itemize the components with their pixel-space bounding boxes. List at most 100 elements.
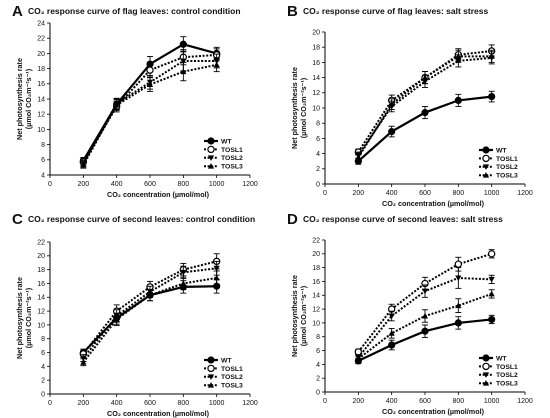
x-tick-label: 0 (323, 190, 327, 197)
legend-label: TOSL2 (221, 374, 243, 381)
y-tick-label: 4 (316, 151, 320, 158)
data-point (180, 280, 187, 286)
y-tick-label: 20 (37, 253, 45, 260)
y-tick-label: 16 (37, 81, 45, 88)
panel-c: C CO₂ response curve of second leaves: co… (12, 211, 258, 418)
y-tick-label: 14 (37, 295, 45, 302)
x-tick-label: 1200 (517, 398, 533, 405)
panel-letter: B (287, 3, 298, 20)
y-tick-label: 14 (312, 75, 320, 82)
y-tick-label: 16 (37, 281, 45, 288)
x-tick-label: 1200 (242, 181, 258, 188)
y-tick-label: 6 (316, 348, 320, 355)
data-point (213, 61, 220, 68)
y-tick-label: 20 (312, 29, 320, 36)
legend-label: TOSL3 (221, 383, 243, 390)
y-axis-label-units: (µmol CO₂m⁻²s⁻¹) (24, 68, 33, 129)
y-tick-label: 4 (41, 364, 45, 371)
panel-title: CO₂ response curve of second leaves: sal… (303, 214, 503, 224)
data-point (488, 276, 495, 283)
x-tick-label: 600 (419, 398, 431, 405)
x-tick-label: 0 (48, 400, 52, 407)
y-tick-label: 4 (316, 362, 320, 369)
data-point (146, 81, 154, 88)
legend-marker (207, 382, 215, 388)
y-tick-label: 8 (41, 336, 45, 343)
data-point (488, 290, 495, 297)
x-tick-label: 200 (352, 398, 364, 405)
y-tick-label: 22 (37, 239, 45, 246)
data-point (113, 316, 120, 322)
y-tick-label: 10 (37, 322, 45, 329)
x-tick-label: 200 (352, 190, 364, 197)
legend-marker (207, 155, 215, 161)
legend-label: TOSL1 (496, 364, 518, 371)
x-tick-label: 0 (323, 398, 327, 405)
legend-marker (207, 145, 215, 154)
y-tick-label: 22 (312, 237, 320, 244)
y-tick-label: 18 (37, 267, 45, 274)
y-tick-label: 8 (316, 121, 320, 128)
legend-marker (207, 364, 215, 373)
panel-d: D CO₂ response curve of second leaves: sa… (287, 211, 533, 416)
legend-label: TOSL3 (496, 381, 518, 388)
legend-label: TOSL2 (221, 155, 243, 162)
series-tosl1 (354, 249, 496, 356)
y-tick-label: 6 (41, 350, 45, 357)
y-tick-label: 10 (312, 105, 320, 112)
y-tick-label: 0 (316, 181, 320, 188)
data-point (488, 53, 495, 59)
series-tosl1 (354, 44, 496, 156)
y-tick-label: 12 (37, 112, 45, 119)
legend-label: TOSL3 (221, 164, 243, 171)
y-tick-label: 6 (41, 157, 45, 164)
data-point (146, 66, 154, 74)
y-tick-label: 22 (37, 36, 45, 43)
y-tick-label: 20 (312, 251, 320, 258)
y-axis-label: Net photosynthesis rate (15, 277, 24, 359)
y-tick-label: 2 (41, 378, 45, 385)
x-tick-label: 800 (452, 398, 464, 405)
x-tick-label: 800 (177, 181, 189, 188)
y-tick-label: 16 (312, 60, 320, 67)
panel-title: CO₂ response curve of flag leaves: contr… (28, 6, 241, 16)
legend-marker (207, 163, 215, 169)
y-axis-label-units: (µmol CO₂m⁻²s⁻¹) (299, 285, 308, 346)
x-tick-label: 1000 (209, 181, 225, 188)
data-point (180, 58, 187, 65)
panel-b: B CO₂ response curve of flag leaves: salt… (287, 3, 533, 208)
x-tick-label: 1000 (209, 400, 225, 407)
x-tick-label: 600 (419, 190, 431, 197)
series-tosl3 (355, 289, 495, 363)
legend-label: TOSL3 (496, 173, 518, 180)
legend-label: WT (496, 147, 507, 154)
data-point (80, 162, 87, 168)
series-wt (354, 90, 496, 165)
data-point (180, 68, 187, 75)
series-tosl1 (79, 48, 221, 166)
x-tick-label: 400 (386, 190, 398, 197)
legend-marker (207, 137, 215, 145)
legend-label: WT (221, 138, 232, 145)
y-tick-label: 10 (37, 127, 45, 134)
data-point (388, 330, 395, 336)
data-point (421, 74, 429, 81)
y-tick-label: 12 (312, 90, 320, 97)
data-point (388, 101, 395, 107)
legend-marker (482, 172, 490, 178)
data-point (80, 359, 87, 365)
y-tick-label: 2 (316, 376, 320, 383)
x-axis-label: CO₂ concentration (µmol/mol) (107, 190, 210, 199)
legend-label: WT (496, 355, 507, 362)
data-point (488, 315, 496, 324)
series-line (357, 50, 492, 153)
y-tick-label: 10 (312, 320, 320, 327)
panel-letter: A (12, 3, 23, 20)
data-point (455, 302, 462, 309)
y-tick-label: 4 (41, 172, 45, 179)
panel-a: A CO₂ response curve of flag leaves: cont… (12, 3, 258, 199)
y-tick-label: 8 (316, 334, 320, 341)
